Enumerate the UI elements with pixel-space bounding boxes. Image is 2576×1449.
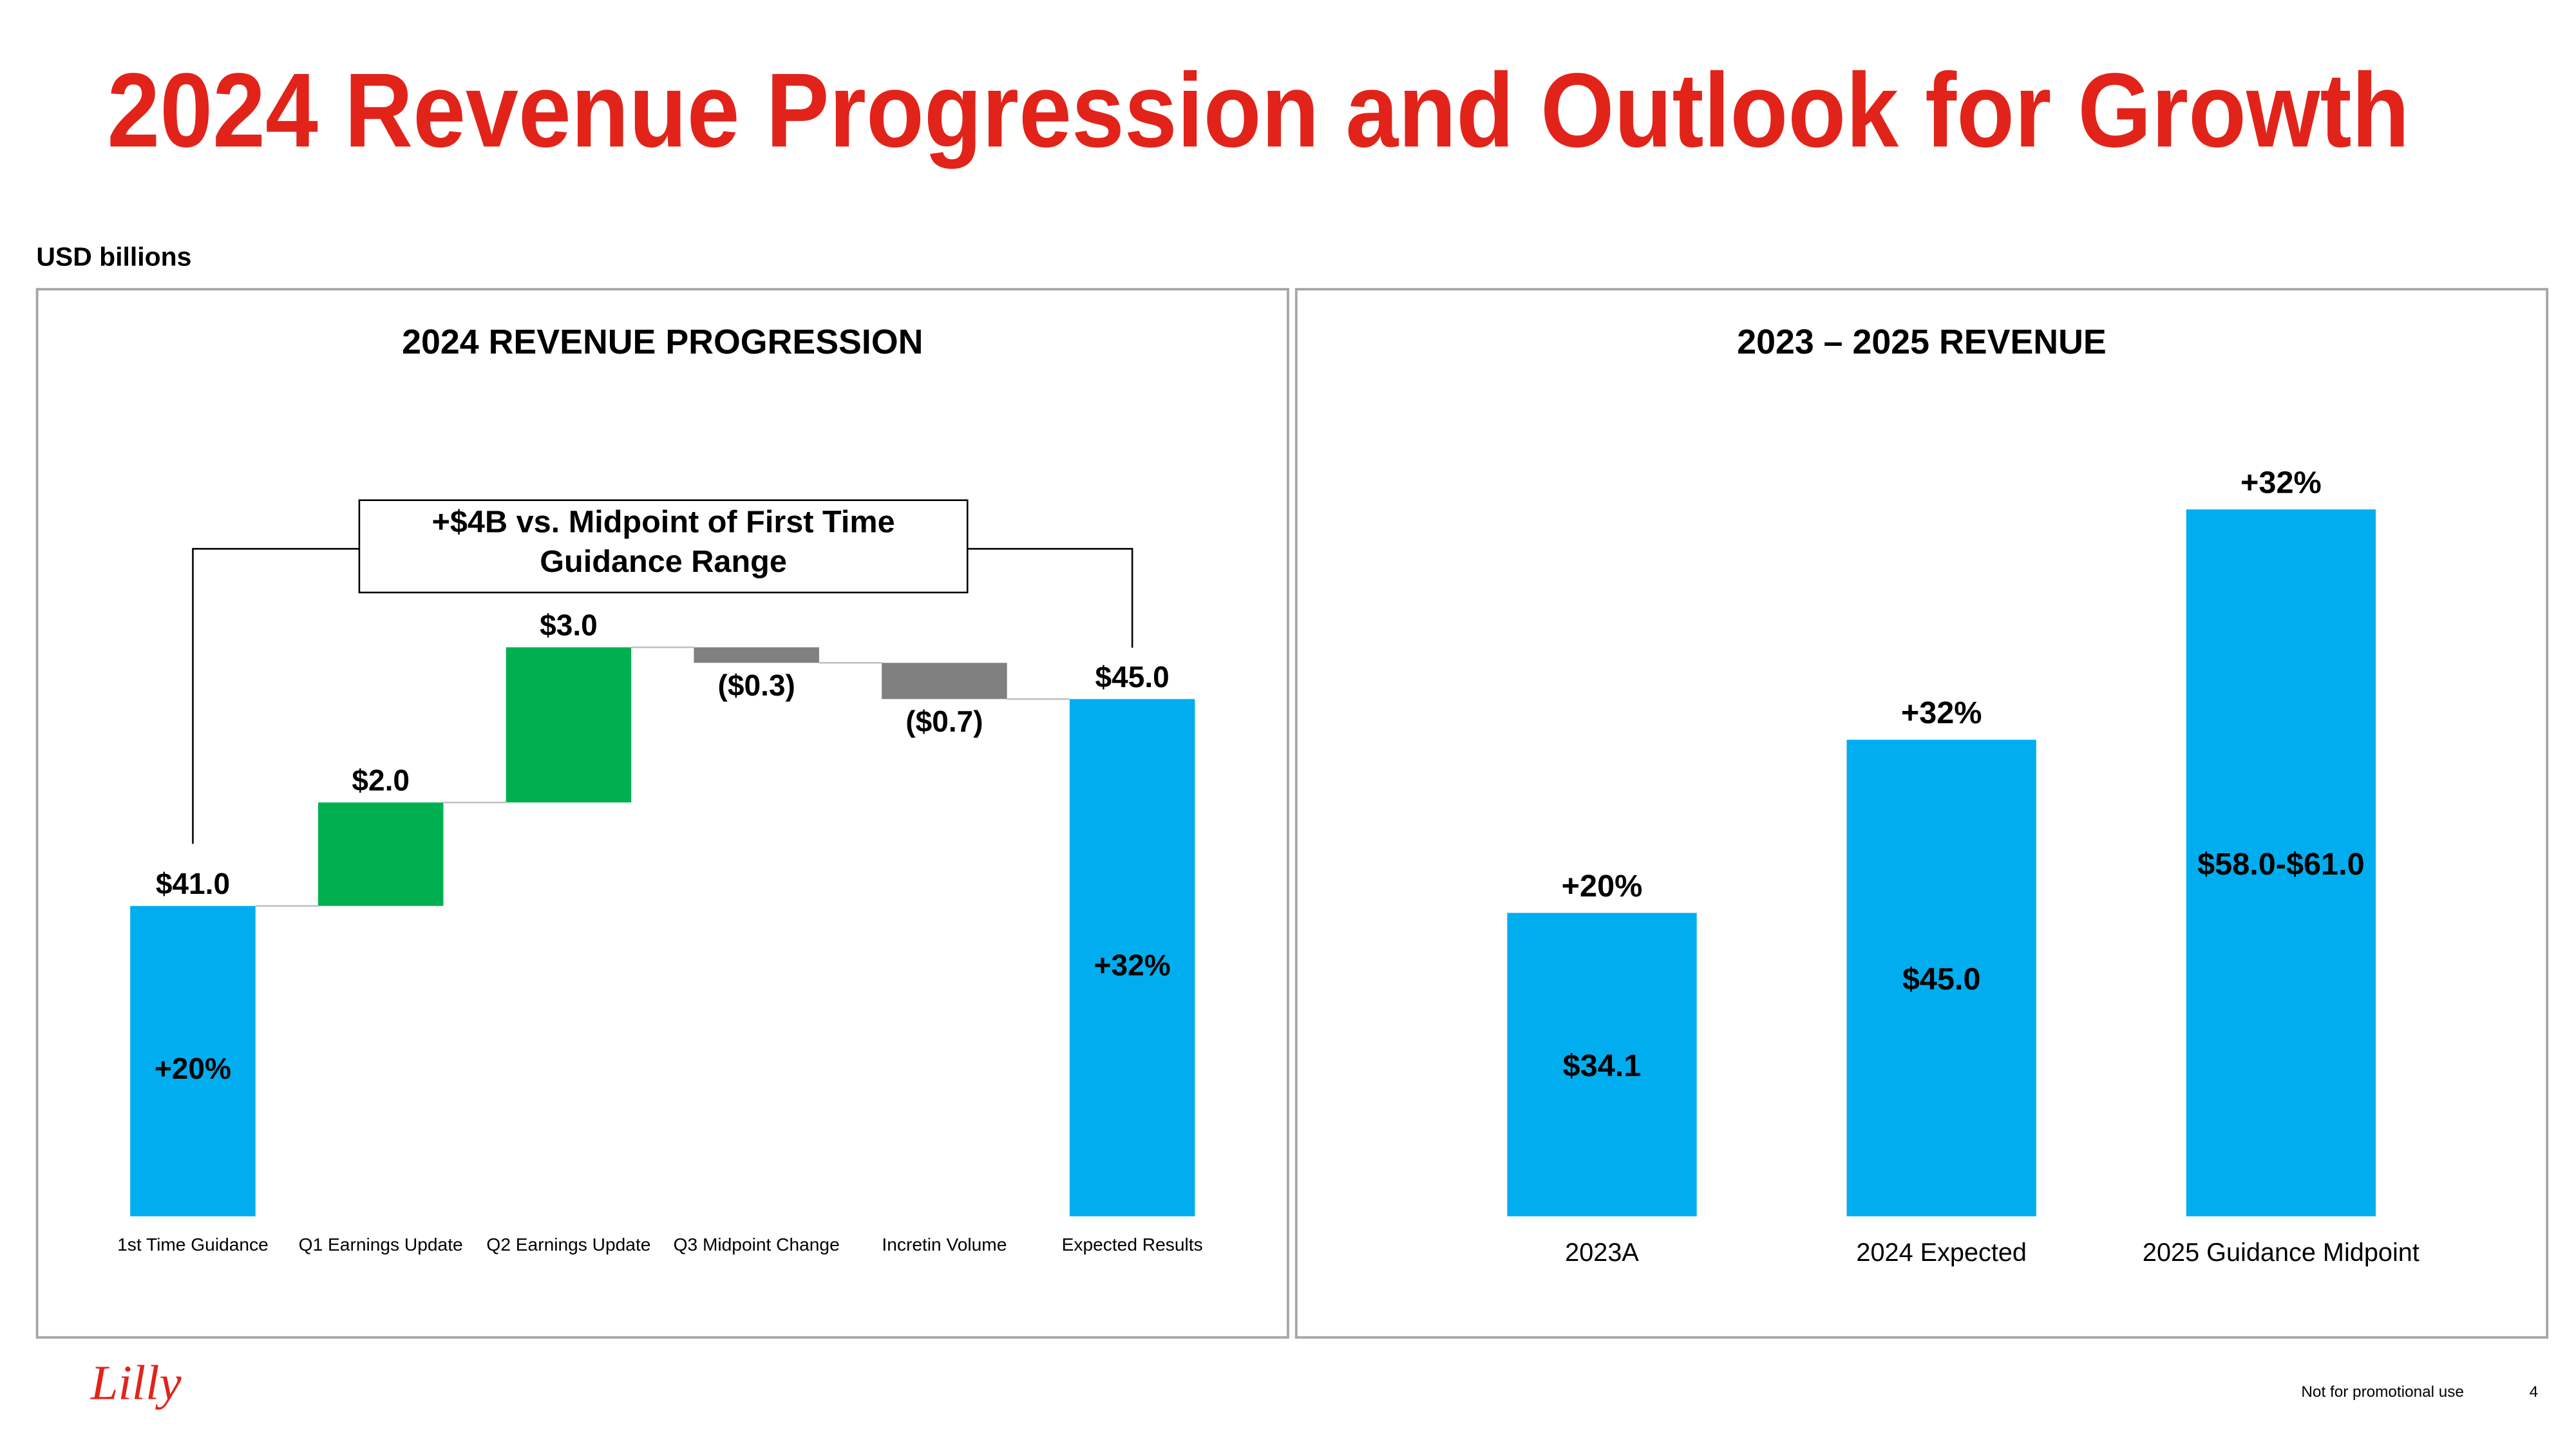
bar: [882, 663, 1007, 699]
value-label: $34.1: [1563, 1048, 1642, 1083]
unit-label: USD billions: [36, 242, 191, 272]
bracket: [967, 547, 1133, 648]
x-tick-label: Incretin Volume: [882, 1235, 1007, 1255]
bracket: [192, 547, 359, 844]
bar: [1846, 739, 2036, 1217]
value-label: $45.0: [1902, 962, 1981, 997]
inner-label: +32%: [1094, 949, 1171, 982]
bar: [1507, 913, 1697, 1217]
chart-title: 2023 – 2025 REVENUE: [1737, 323, 2107, 361]
value-label: $41.0: [156, 867, 230, 900]
value-label: $45.0: [1095, 660, 1170, 694]
value-label: ($0.7): [905, 705, 983, 738]
value-label: ($0.3): [718, 668, 795, 702]
annotation-box: [358, 499, 969, 594]
value-label: $2.0: [352, 764, 410, 797]
chart-title: 2024 REVENUE PROGRESSION: [402, 323, 923, 361]
inner-label: +20%: [155, 1052, 231, 1085]
right-panel: [1294, 288, 2549, 1339]
bar: [130, 905, 256, 1217]
x-tick-label: Q2 Earnings Update: [486, 1235, 650, 1255]
growth-label: +32%: [1901, 696, 1982, 730]
growth-label: +32%: [2240, 465, 2322, 500]
growth-label: +20%: [1562, 869, 1643, 904]
annotation-wrap: +$4B vs. Midpoint of First Time Guidance…: [431, 506, 895, 580]
x-tick-label: 2023A: [1565, 1238, 1639, 1267]
bar: [2186, 509, 2376, 1217]
slide-title: 2024 Revenue Progression and Outlook for…: [107, 52, 2409, 169]
left-panel: [35, 288, 1289, 1339]
x-tick-label: 2025 Guidance Midpoint: [2143, 1238, 2420, 1267]
footer: Not for promotional use: [2301, 1383, 2464, 1401]
bar: [694, 647, 819, 663]
annotation: +$4B vs. Midpoint of First Time Guidance…: [431, 506, 895, 580]
bar: [1069, 699, 1195, 1217]
value-label: $3.0: [540, 609, 598, 642]
page-number: 4: [2530, 1383, 2539, 1401]
x-tick-label: Q1 Earnings Update: [299, 1235, 463, 1255]
bar: [317, 802, 444, 906]
x-tick-label: Expected Results: [1062, 1235, 1203, 1255]
bar: [506, 647, 632, 803]
x-tick-label: 1st Time Guidance: [117, 1235, 269, 1255]
value-label: $58.0-$61.0: [2197, 847, 2364, 882]
x-tick-label: Q3 Midpoint Change: [674, 1235, 840, 1255]
logo: Lilly: [90, 1355, 182, 1410]
x-tick-label: 2024 Expected: [1856, 1238, 2027, 1267]
